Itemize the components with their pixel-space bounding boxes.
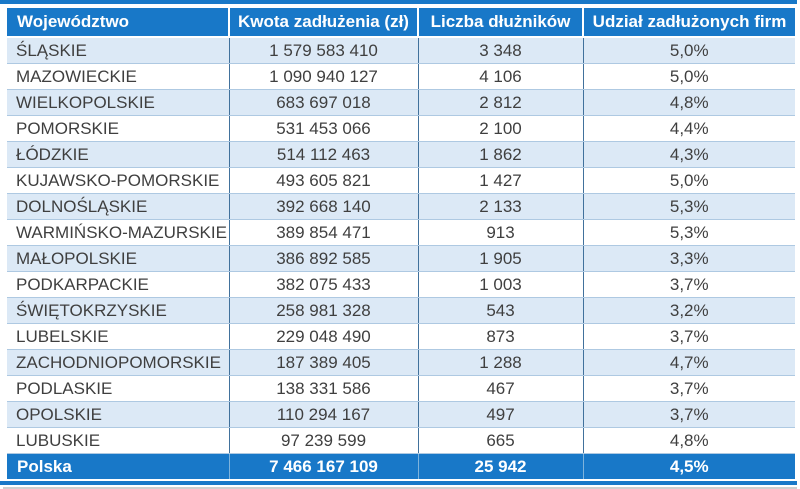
table-footer: Polska 7 466 167 109 25 942 4,5%: [7, 453, 795, 479]
share-cell: 4,3%: [582, 141, 795, 168]
debtors-cell: 2 133: [417, 193, 583, 220]
table-body: ŚLĄSKIE 1 579 583 410 3 348 5,0% MAZOWIECKIE…: [7, 37, 795, 454]
debtors-cell: 913: [417, 219, 583, 246]
share-cell: 4,8%: [582, 427, 795, 454]
amount-cell: 258 981 328: [228, 297, 418, 324]
share-cell: 3,3%: [582, 245, 795, 272]
region-cell: PODLASKIE: [7, 375, 229, 402]
region-cell: LUBUSKIE: [7, 427, 229, 454]
table-row: ZACHODNIOPOMORSKIE 187 389 405 1 288 4,7%: [7, 349, 795, 376]
region-cell: ZACHODNIOPOMORSKIE: [7, 349, 229, 376]
table-row: LUBELSKIE 229 048 490 873 3,7%: [7, 323, 795, 350]
share-cell: 4,4%: [582, 115, 795, 142]
table-row: PODLASKIE 138 331 586 467 3,7%: [7, 375, 795, 402]
debtors-cell: 1 862: [417, 141, 583, 168]
region-cell: ŚLĄSKIE: [7, 37, 229, 64]
debtors-cell: 543: [417, 297, 583, 324]
debt-by-voivodeship-table: Województwo Kwota zadłużenia (zł) Liczba…: [7, 8, 795, 479]
table-row: OPOLSKIE 110 294 167 497 3,7%: [7, 401, 795, 428]
header-row: Województwo Kwota zadłużenia (zł) Liczba…: [7, 8, 795, 38]
debtors-cell: 497: [417, 401, 583, 428]
column-header-amount: Kwota zadłużenia (zł): [228, 8, 418, 38]
table-row: DOLNOŚLĄSKIE 392 668 140 2 133 5,3%: [7, 193, 795, 220]
amount-cell: 382 075 433: [228, 271, 418, 298]
region-cell: MAŁOPOLSKIE: [7, 245, 229, 272]
column-header-share: Udział zadłużonych firm: [582, 8, 795, 38]
share-cell: 4,8%: [582, 89, 795, 116]
top-border-rule: [0, 0, 797, 4]
amount-cell: 1 579 583 410: [228, 37, 418, 64]
amount-cell: 493 605 821: [228, 167, 418, 194]
debtors-cell: 2 100: [417, 115, 583, 142]
table-row: POMORSKIE 531 453 066 2 100 4,4%: [7, 115, 795, 142]
region-cell: MAZOWIECKIE: [7, 63, 229, 90]
region-cell: PODKARPACKIE: [7, 271, 229, 298]
debtors-cell: 467: [417, 375, 583, 402]
amount-cell: 531 453 066: [228, 115, 418, 142]
amount-cell: 392 668 140: [228, 193, 418, 220]
footer-row: Polska 7 466 167 109 25 942 4,5%: [7, 453, 795, 479]
share-cell: 5,3%: [582, 193, 795, 220]
debtors-cell: 1 288: [417, 349, 583, 376]
region-cell: POMORSKIE: [7, 115, 229, 142]
column-header-region: Województwo: [7, 8, 229, 38]
debtors-cell: 873: [417, 323, 583, 350]
table-row: ŁÓDZKIE 514 112 463 1 862 4,3%: [7, 141, 795, 168]
table-row: ŚLĄSKIE 1 579 583 410 3 348 5,0%: [7, 37, 795, 64]
amount-cell: 1 090 940 127: [228, 63, 418, 90]
footer-debtors-cell: 25 942: [417, 453, 583, 479]
bottom-border-rule: [0, 481, 797, 485]
debtors-cell: 1 905: [417, 245, 583, 272]
table-row: KUJAWSKO-POMORSKIE 493 605 821 1 427 5,0%: [7, 167, 795, 194]
amount-cell: 187 389 405: [228, 349, 418, 376]
footer-share-cell: 4,5%: [582, 453, 795, 479]
footer-amount-cell: 7 466 167 109: [228, 453, 418, 479]
bottom-edge-shadow: [3, 487, 797, 489]
region-cell: DOLNOŚLĄSKIE: [7, 193, 229, 220]
amount-cell: 229 048 490: [228, 323, 418, 350]
region-cell: OPOLSKIE: [7, 401, 229, 428]
share-cell: 5,3%: [582, 219, 795, 246]
amount-cell: 138 331 586: [228, 375, 418, 402]
share-cell: 5,0%: [582, 63, 795, 90]
share-cell: 3,7%: [582, 401, 795, 428]
amount-cell: 514 112 463: [228, 141, 418, 168]
share-cell: 3,7%: [582, 323, 795, 350]
share-cell: 5,0%: [582, 37, 795, 64]
share-cell: 3,7%: [582, 375, 795, 402]
table-row: LUBUSKIE 97 239 599 665 4,8%: [7, 427, 795, 454]
table-header: Województwo Kwota zadłużenia (zł) Liczba…: [7, 8, 795, 38]
column-header-debtors: Liczba dłużników: [417, 8, 583, 38]
debtors-cell: 1 427: [417, 167, 583, 194]
amount-cell: 97 239 599: [228, 427, 418, 454]
share-cell: 3,2%: [582, 297, 795, 324]
debtors-cell: 2 812: [417, 89, 583, 116]
share-cell: 3,7%: [582, 271, 795, 298]
table-row: MAŁOPOLSKIE 386 892 585 1 905 3,3%: [7, 245, 795, 272]
amount-cell: 389 854 471: [228, 219, 418, 246]
share-cell: 4,7%: [582, 349, 795, 376]
table-row: WIELKOPOLSKIE 683 697 018 2 812 4,8%: [7, 89, 795, 116]
region-cell: ŁÓDZKIE: [7, 141, 229, 168]
footer-region-cell: Polska: [7, 453, 229, 479]
debtors-cell: 665: [417, 427, 583, 454]
table-row: PODKARPACKIE 382 075 433 1 003 3,7%: [7, 271, 795, 298]
region-cell: ŚWIĘTOKRZYSKIE: [7, 297, 229, 324]
table-row: ŚWIĘTOKRZYSKIE 258 981 328 543 3,2%: [7, 297, 795, 324]
table-row: MAZOWIECKIE 1 090 940 127 4 106 5,0%: [7, 63, 795, 90]
amount-cell: 683 697 018: [228, 89, 418, 116]
region-cell: WARMIŃSKO-MAZURSKIE: [7, 219, 229, 246]
share-cell: 5,0%: [582, 167, 795, 194]
region-cell: KUJAWSKO-POMORSKIE: [7, 167, 229, 194]
amount-cell: 110 294 167: [228, 401, 418, 428]
region-cell: WIELKOPOLSKIE: [7, 89, 229, 116]
amount-cell: 386 892 585: [228, 245, 418, 272]
debtors-cell: 3 348: [417, 37, 583, 64]
debtors-cell: 4 106: [417, 63, 583, 90]
region-cell: LUBELSKIE: [7, 323, 229, 350]
debtors-cell: 1 003: [417, 271, 583, 298]
table-row: WARMIŃSKO-MAZURSKIE 389 854 471 913 5,3%: [7, 219, 795, 246]
